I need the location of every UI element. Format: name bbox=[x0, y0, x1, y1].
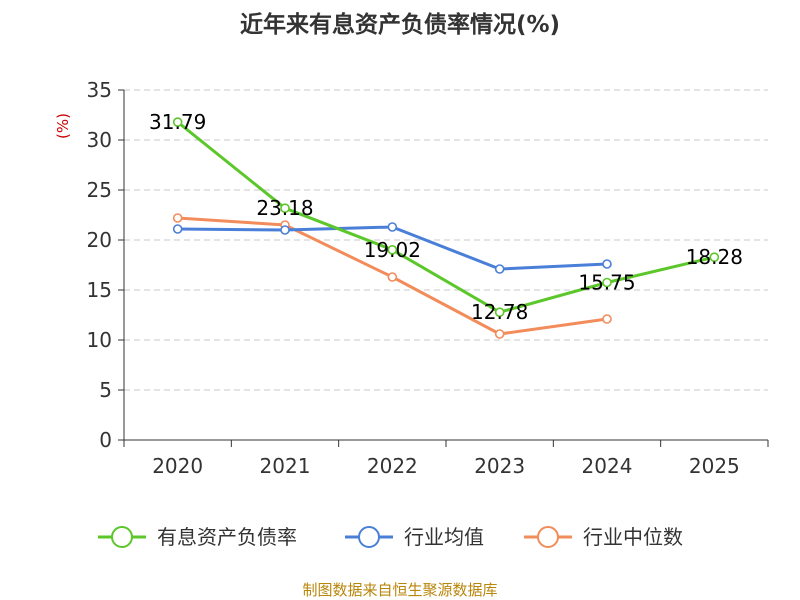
series-point-2[interactable] bbox=[387, 272, 398, 282]
grid bbox=[124, 89, 768, 391]
x-tick-labels: 2020 2021 2022 2023 2024 2025 bbox=[152, 454, 740, 478]
x-tick-label: 2023 bbox=[474, 454, 525, 478]
series-point-0[interactable] bbox=[602, 277, 612, 288]
y-tick-label: 30 bbox=[87, 128, 112, 152]
y-tick-label: 10 bbox=[87, 328, 112, 352]
y-axis-unit: (%) bbox=[54, 113, 72, 139]
legend-label: 行业均值 bbox=[404, 525, 484, 549]
legend-swatch-marker bbox=[111, 526, 133, 548]
series-lines bbox=[176, 120, 715, 336]
legend-item-1[interactable]: 行业均值 bbox=[345, 525, 484, 549]
legend-label: 行业中位数 bbox=[583, 525, 683, 549]
data-label: 19.02 bbox=[364, 238, 421, 262]
data-label: 23.18 bbox=[256, 196, 313, 220]
series-point-0[interactable] bbox=[172, 117, 183, 127]
series-point-1[interactable] bbox=[602, 259, 612, 269]
y-tick-label: 25 bbox=[87, 178, 112, 202]
y-tick-label: 15 bbox=[87, 278, 112, 302]
y-tick-label: 35 bbox=[87, 78, 112, 102]
series-point-1[interactable] bbox=[494, 264, 505, 274]
series-point-1[interactable] bbox=[172, 224, 183, 234]
y-tick-label: 5 bbox=[99, 378, 112, 402]
legend-item-2[interactable]: 行业中位数 bbox=[524, 525, 683, 549]
y-tick-label: 0 bbox=[99, 428, 112, 452]
axes bbox=[118, 89, 769, 447]
legend-swatch-marker bbox=[537, 526, 559, 548]
data-label: 18.28 bbox=[686, 245, 743, 269]
legend-swatch-marker bbox=[358, 526, 380, 548]
series-point-0[interactable] bbox=[709, 252, 720, 263]
x-tick-label: 2020 bbox=[152, 454, 203, 478]
data-label: 31.79 bbox=[149, 110, 206, 134]
legend-label: 有息资产负债率 bbox=[157, 525, 297, 549]
x-tick-label: 2024 bbox=[582, 454, 633, 478]
series-point-2[interactable] bbox=[602, 314, 612, 324]
legend-item-0[interactable]: 有息资产负债率 bbox=[98, 525, 297, 549]
x-tick-label: 2025 bbox=[689, 454, 740, 478]
source-note: 制图数据来自恒生聚源数据库 bbox=[302, 581, 497, 599]
series-point-2[interactable] bbox=[172, 213, 183, 223]
data-label: 12.78 bbox=[471, 300, 528, 324]
y-tick-label: 20 bbox=[87, 228, 112, 252]
series-point-0[interactable] bbox=[280, 203, 290, 213]
chart-title: 近年来有息资产负债率情况(%) bbox=[240, 11, 560, 38]
y-tick-labels: 0 5 10 15 20 25 30 35 bbox=[87, 78, 112, 452]
x-tick-label: 2022 bbox=[367, 454, 418, 478]
series-points bbox=[172, 117, 720, 339]
data-label: 15.75 bbox=[578, 271, 635, 295]
x-tick-label: 2021 bbox=[260, 454, 311, 478]
series-point-1[interactable] bbox=[280, 225, 290, 235]
series-line-0 bbox=[176, 120, 715, 314]
data-labels: 31.79 23.18 19.02 12.78 15.75 18.28 bbox=[149, 110, 743, 324]
series-point-2[interactable] bbox=[494, 329, 505, 339]
series-point-0[interactable] bbox=[494, 307, 505, 318]
series-point-1[interactable] bbox=[387, 222, 398, 232]
legend[interactable]: 有息资产负债率 行业均值 行业中位数 bbox=[98, 525, 683, 549]
series-point-0[interactable] bbox=[387, 245, 398, 255]
